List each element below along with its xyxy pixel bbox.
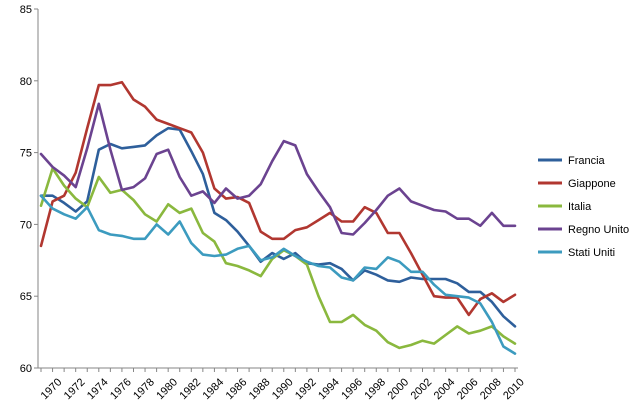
x-tick-label: 1986 [224,376,250,402]
series-lines [39,80,517,355]
x-tick-label: 1988 [247,376,273,402]
legend-label: Stati Uniti [568,247,615,259]
x-tick-label: 1980 [154,376,180,402]
x-tick-label: 1976 [108,376,134,402]
legend-label: Italia [568,201,592,213]
x-tick-label: 1994 [316,376,342,402]
x-tick-label: 1996 [339,376,365,402]
series-line-regno-unito [39,102,517,236]
legend-label: Francia [568,155,606,167]
y-tick-label: 70 [20,219,32,231]
x-tick-label: 1998 [362,376,388,402]
y-tick-label: 75 [20,148,32,160]
x-tick-label: 1984 [200,376,226,402]
x-tick-label: 1982 [177,376,203,402]
series-line-giappone [39,80,517,317]
x-tick-label: 1974 [85,376,111,402]
x-tick-label: 2000 [385,376,411,402]
legend-label: Giappone [568,178,616,190]
x-tick-label: 2010 [501,376,527,402]
x-tick-label: 1992 [293,376,319,402]
x-tick-label: 1990 [270,376,296,402]
legend: Francia Giappone Italia Regno Unito Stati Un… [538,155,629,259]
series-line-stati-uniti [39,194,517,355]
x-tick-label: 1978 [131,376,157,402]
legend-label: Regno Unito [568,224,629,236]
y-tick-label: 85 [20,4,32,16]
x-tick-label: 2004 [432,376,458,402]
x-tick-label: 2008 [478,376,504,402]
x-tick-label: 1972 [62,376,88,402]
x-tick-label: 2006 [455,376,481,402]
y-tick-label: 60 [20,363,32,375]
x-tick-label: 2002 [409,376,435,402]
y-tick-label: 80 [20,76,32,88]
x-tick-label: 1970 [39,376,65,402]
y-tick-label: 65 [20,291,32,303]
axes: 60 65 70 75 80 85 1970197219741976197819801982… [20,4,527,402]
series-line-italia [39,167,517,350]
